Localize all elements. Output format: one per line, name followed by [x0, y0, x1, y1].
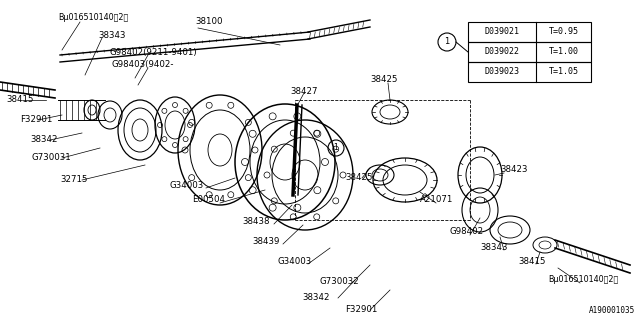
Text: 38439: 38439 [252, 237, 280, 246]
Text: A21071: A21071 [420, 196, 453, 204]
Text: T=1.05: T=1.05 [548, 68, 579, 76]
Text: T=0.95: T=0.95 [548, 28, 579, 36]
Text: 38342: 38342 [30, 135, 58, 145]
Text: 1: 1 [333, 143, 339, 153]
Text: 38100: 38100 [195, 18, 223, 27]
Text: 38425: 38425 [370, 76, 397, 84]
Text: T=1.00: T=1.00 [548, 47, 579, 57]
Text: G98403(9402-: G98403(9402- [112, 60, 175, 69]
Text: 38415: 38415 [518, 258, 545, 267]
Text: 38438: 38438 [242, 218, 269, 227]
Text: G98402(9211-9401): G98402(9211-9401) [110, 47, 198, 57]
Text: 38425: 38425 [345, 173, 372, 182]
Text: Bµ016510140（2）: Bµ016510140（2） [58, 13, 128, 22]
Text: 1: 1 [444, 37, 450, 46]
Text: D039022: D039022 [484, 47, 520, 57]
Text: A190001035: A190001035 [589, 306, 635, 315]
Text: 38427: 38427 [290, 87, 317, 97]
Bar [468, 62, 591, 82]
Bar [468, 42, 591, 62]
Text: 38423: 38423 [500, 165, 527, 174]
Bar [468, 22, 591, 42]
Text: 38343: 38343 [98, 30, 125, 39]
Text: 38415: 38415 [6, 95, 33, 105]
Text: 38343: 38343 [480, 244, 508, 252]
Text: 38342: 38342 [302, 293, 330, 302]
Text: G730031: G730031 [32, 154, 72, 163]
Text: G34003: G34003 [170, 180, 204, 189]
Text: D039023: D039023 [484, 68, 520, 76]
Text: G730032: G730032 [320, 277, 360, 286]
Text: G98402: G98402 [450, 228, 484, 236]
Text: Bµ016510140（2）: Bµ016510140（2） [548, 276, 618, 284]
Text: G34003: G34003 [278, 258, 312, 267]
Text: D039021: D039021 [484, 28, 520, 36]
Text: F32901: F32901 [20, 116, 52, 124]
Text: F32901: F32901 [345, 306, 378, 315]
Text: E00504: E00504 [192, 196, 225, 204]
Text: 32715: 32715 [60, 175, 88, 185]
